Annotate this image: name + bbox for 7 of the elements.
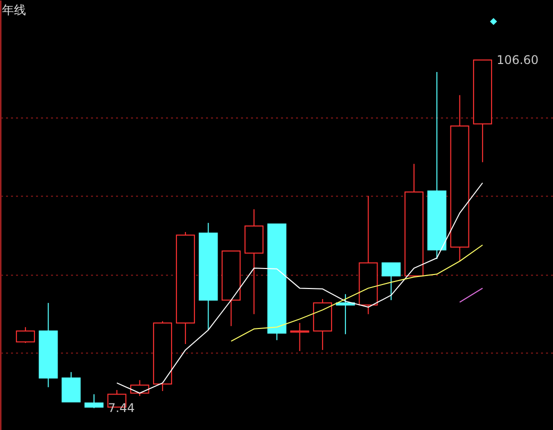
- candlestick: [62, 372, 81, 402]
- candlestick: [382, 262, 401, 301]
- chart-title: 年线: [2, 2, 26, 19]
- text: 106.60: [496, 53, 539, 68]
- candlestick: [84, 394, 104, 409]
- candlestick: [16, 326, 35, 344]
- candlestick: [290, 322, 310, 352]
